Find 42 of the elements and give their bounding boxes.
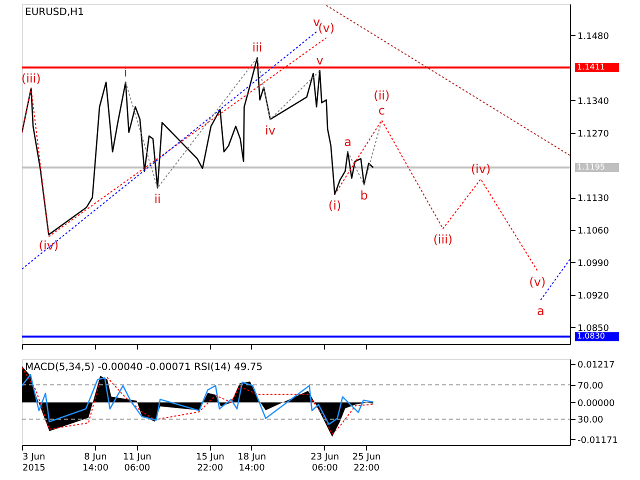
annotation: (iv) xyxy=(470,162,491,176)
y-tick-label: 1.1130 xyxy=(578,194,610,204)
annotation: (v) xyxy=(529,274,546,289)
annotation: c xyxy=(378,103,385,118)
y-tick-label: -0.01171 xyxy=(578,436,618,446)
annotation: v xyxy=(312,14,320,29)
annotation: a xyxy=(344,134,352,149)
y-tick-label: 1.1270 xyxy=(578,129,610,140)
annotation: i xyxy=(124,65,128,80)
annotation: (i) xyxy=(328,198,342,212)
y-tick-label: 0.01217 xyxy=(578,360,615,370)
x-tick-label: 23 Jun 06:00 xyxy=(310,452,340,474)
y-tick-label: 1.1340 xyxy=(578,96,610,107)
annotation: (iv) xyxy=(38,238,59,253)
ref-line-label: 1.0830 xyxy=(577,332,605,341)
x-tick-label: 11 Jun 06:00 xyxy=(122,452,152,474)
annotation: (iii) xyxy=(433,232,453,247)
annotation: iii xyxy=(252,40,262,55)
y2-tick-label: 70.00 xyxy=(578,381,604,392)
y-tick-label: 1.1480 xyxy=(578,32,610,42)
annotation: iv xyxy=(265,123,276,138)
x-tick-label: 8 Jun 14:00 xyxy=(82,452,109,474)
y-tick-label: 0.00000 xyxy=(578,398,615,409)
y-tick-label: 1.0990 xyxy=(578,258,610,269)
annotation: ii xyxy=(154,192,161,206)
annotation: b xyxy=(360,188,368,203)
y-tick-label: 1.1060 xyxy=(578,226,610,237)
x-tick-label: 3 Jun 2015 xyxy=(22,452,46,474)
annotation: v xyxy=(316,54,324,68)
annotation: (v) xyxy=(318,20,335,35)
annotation: (ii) xyxy=(374,88,390,102)
ref-line-label: 1.1195 xyxy=(577,162,605,172)
x-tick-label: 15 Jun 22:00 xyxy=(196,452,224,474)
x-tick-label: 25 Jun 22:00 xyxy=(352,452,381,474)
y-tick-label: 1.0850 xyxy=(578,324,610,334)
chart-title: EURUSD,H1 xyxy=(25,7,84,18)
annotation: a xyxy=(537,304,544,318)
y-tick-label: 1.0920 xyxy=(578,291,610,302)
y2-tick-label: 30.00 xyxy=(578,416,604,426)
ref-line-label: 1.1411 xyxy=(577,62,605,72)
x-tick-label: 18 Jun 14:00 xyxy=(238,452,266,474)
annotation: (iii) xyxy=(21,71,41,86)
